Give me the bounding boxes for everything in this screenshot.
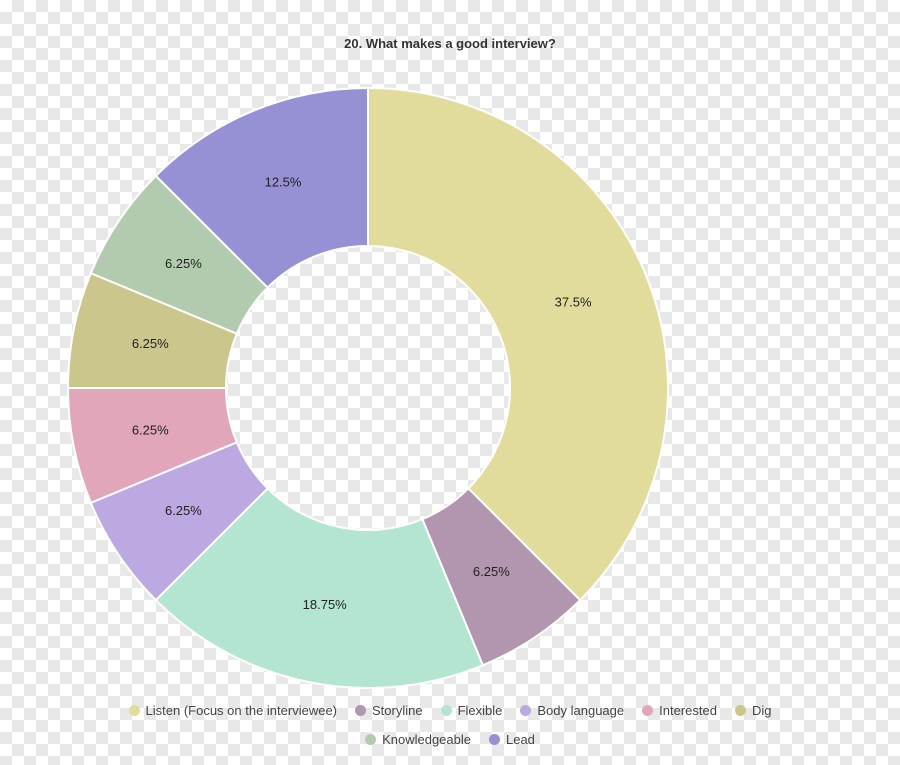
legend-item: Listen (Focus on the interviewee) <box>129 703 337 718</box>
slice-label-3: 6.25% <box>165 503 202 518</box>
slice-label-1: 6.25% <box>473 564 510 579</box>
legend-item: Flexible <box>441 703 503 718</box>
legend-swatch <box>441 705 452 716</box>
legend-label: Listen (Focus on the interviewee) <box>146 703 337 718</box>
legend-label: Lead <box>506 732 535 747</box>
slice-label-2: 18.75% <box>303 597 348 612</box>
legend-item: Lead <box>489 732 535 747</box>
legend-label: Knowledgeable <box>382 732 471 747</box>
chart-stage: 20. What makes a good interview? 37.5%6.… <box>0 0 900 765</box>
legend-swatch <box>365 734 376 745</box>
legend: Listen (Focus on the interviewee) Storyli… <box>0 703 900 747</box>
slice-label-6: 6.25% <box>165 256 202 271</box>
slice-label-0: 37.5% <box>555 294 592 309</box>
legend-swatch <box>489 734 500 745</box>
legend-swatch <box>129 705 140 716</box>
donut-slices <box>68 88 668 688</box>
legend-label: Interested <box>659 703 717 718</box>
legend-item: Interested <box>642 703 717 718</box>
slice-label-4: 6.25% <box>132 423 169 438</box>
legend-label: Flexible <box>458 703 503 718</box>
legend-label: Dig <box>752 703 772 718</box>
legend-label: Storyline <box>372 703 423 718</box>
legend-swatch <box>735 705 746 716</box>
legend-item: Body language <box>520 703 624 718</box>
legend-row-1: Knowledgeable Lead <box>0 732 900 747</box>
legend-swatch <box>355 705 366 716</box>
legend-swatch <box>520 705 531 716</box>
legend-label: Body language <box>537 703 624 718</box>
legend-item: Knowledgeable <box>365 732 471 747</box>
legend-swatch <box>642 705 653 716</box>
legend-item: Dig <box>735 703 772 718</box>
donut-chart: 37.5% 6.25% 18.75% 6.25% 6.25% 6.25% 6.25% 12.5… <box>0 0 900 765</box>
slice-label-5: 6.25% <box>132 336 169 351</box>
legend-row-0: Listen (Focus on the interviewee) Storyli… <box>0 703 900 718</box>
legend-item: Storyline <box>355 703 423 718</box>
slice-label-7: 12.5% <box>265 174 302 189</box>
